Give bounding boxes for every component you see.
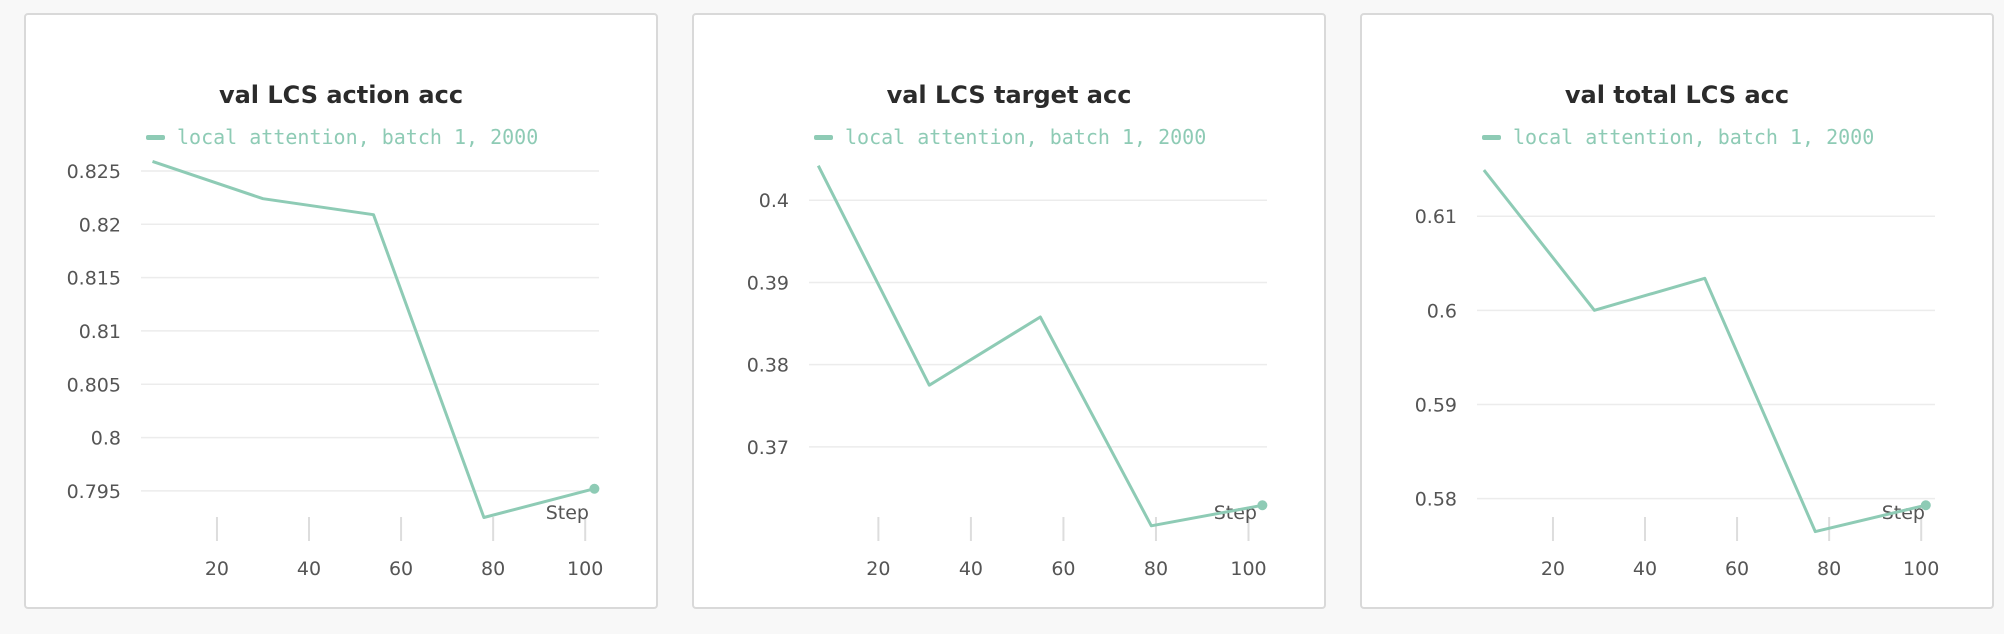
series-line [152,159,595,519]
y-tick-label: 0.82 [79,214,121,236]
chart-title: val LCS action acc [218,81,464,109]
series-line [1482,169,1927,534]
y-tick-label: 0.815 [67,268,121,290]
series-endpoint [1257,500,1268,511]
x-tick-label: 40 [959,558,983,580]
legend-swatch [146,134,165,140]
y-tick-label: 0.6 [1427,300,1457,322]
y-tick-label: 0.61 [1415,206,1457,228]
legend-swatch [814,134,833,140]
x-tick-label: 80 [481,558,505,580]
x-tick-label: 60 [1051,558,1075,580]
legend-label: local attention, batch 1, 2000 [177,125,539,149]
x-tick-label: 60 [1725,558,1749,580]
y-tick-label: 0.805 [67,374,121,396]
legend-label: local attention, batch 1, 2000 [1513,125,1875,149]
y-tick-label: 0.37 [747,437,789,459]
x-tick-label: 20 [1541,558,1565,580]
y-tick-label: 0.59 [1415,394,1457,416]
x-tick-label: 100 [1230,558,1266,580]
x-tick-label: 40 [297,558,321,580]
y-tick-label: 0.58 [1415,489,1457,511]
legend-label: local attention, batch 1, 2000 [845,125,1207,149]
chart-title: val LCS target acc [886,81,1132,109]
x-axis-label: Step [546,502,589,524]
legend: local attention, batch 1, 2000 [1482,125,1874,149]
series-endpoint [589,483,600,494]
series-endpoint [1920,500,1931,511]
y-tick-label: 0.39 [747,272,789,294]
legend: local attention, batch 1, 2000 [146,125,538,149]
x-tick-label: 100 [567,558,603,580]
legend: local attention, batch 1, 2000 [814,125,1206,149]
chart-panel-total-acc: val total LCS acc local attention, batch… [1360,13,1994,609]
chart-title: val total LCS acc [1564,81,1790,109]
x-tick-label: 20 [205,558,229,580]
y-tick-label: 0.81 [79,321,121,343]
plot-area[interactable]: 0.795 0.8 0.805 0.81 0.815 0.82 0.825 20 40 60 80 1… [26,15,660,611]
chart-panel-target-acc: val LCS target acc local attention, batc… [692,13,1326,609]
x-tick-label: 80 [1144,558,1168,580]
y-tick-label: 0.4 [759,190,789,212]
chart-panel-action-acc: val LCS action acc local attention, batc… [24,13,658,609]
x-tick-label: 80 [1817,558,1841,580]
y-tick-label: 0.38 [747,355,789,377]
y-tick-label: 0.825 [67,161,121,183]
x-tick-label: 20 [866,558,890,580]
y-tick-label: 0.8 [91,428,121,450]
y-tick-label: 0.795 [67,481,121,503]
x-tick-label: 60 [389,558,413,580]
legend-swatch [1482,134,1501,140]
x-tick-label: 100 [1903,558,1939,580]
x-tick-label: 40 [1633,558,1657,580]
series-line [816,165,1263,528]
